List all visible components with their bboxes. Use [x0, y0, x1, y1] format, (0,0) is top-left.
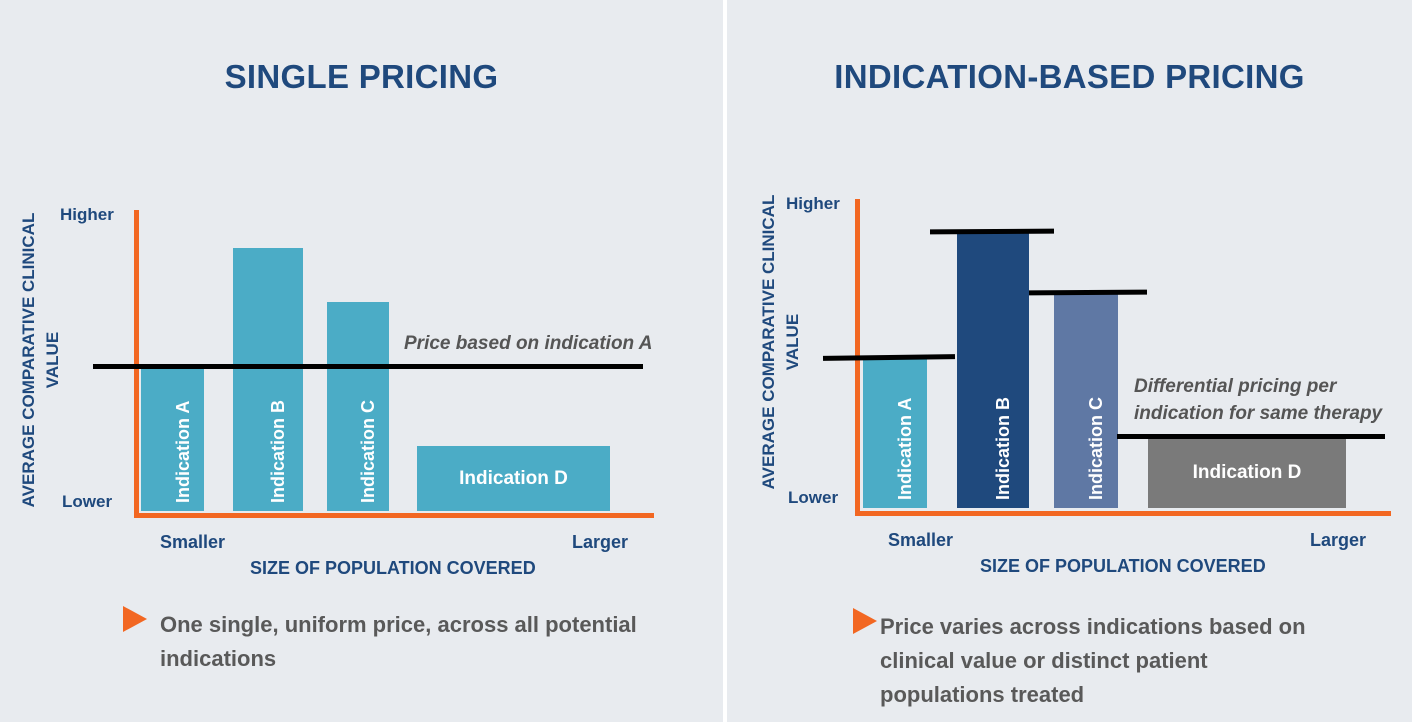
price-annotation: Price based on indication A: [404, 333, 653, 354]
price-line-a: [822, 354, 956, 361]
panel-title: SINGLE PRICING: [224, 58, 499, 95]
bar-indication-c: Indication C: [327, 302, 389, 511]
bullet-text: Price varies across indications based on…: [880, 614, 1306, 707]
bar-label: Indication B: [993, 397, 1013, 500]
y-high-label: Higher: [786, 194, 840, 213]
y-low-label: Lower: [62, 492, 113, 511]
indication-based-pricing-panel: INDICATION-BASED PRICING AVERAGE COMPARA…: [727, 0, 1412, 722]
x-small-label: Smaller: [888, 530, 954, 550]
single-pricing-panel: SINGLE PRICING AVERAGE COMPARATIVE CLINI…: [19, 58, 654, 671]
bar-indication-d: Indication D: [1148, 438, 1346, 508]
differential-annotation: Differential pricing per indication for …: [1134, 373, 1382, 427]
x-small-label: Smaller: [160, 532, 226, 552]
uniform-price-line: [93, 364, 643, 369]
x-axis: [134, 513, 654, 518]
bar-indication-c: Indication C: [1054, 294, 1118, 508]
bar-label: Indication C: [358, 400, 378, 503]
bar-label: Indication A: [895, 397, 915, 500]
annotation-line-1: Differential pricing per: [1134, 376, 1337, 397]
bar-label: Indication C: [1086, 397, 1106, 500]
annotation-line-2: indication for same therapy: [1134, 403, 1383, 424]
x-large-label: Larger: [1310, 530, 1367, 550]
bullet-arrow-icon: [853, 608, 877, 634]
bar-label: Indication A: [172, 400, 193, 503]
price-line-b: [929, 228, 1055, 235]
panel-title: INDICATION-BASED PRICING: [834, 58, 1305, 95]
price-line-d: [1117, 434, 1385, 439]
bar-label: Indication D: [459, 467, 568, 489]
bar-indication-a: Indication A: [141, 366, 204, 511]
x-axis-label: SIZE OF POPULATION COVERED: [250, 558, 536, 578]
bullet-arrow-icon: [123, 606, 147, 632]
bar-indication-d: Indication D: [417, 446, 610, 511]
bar-label: Indication D: [1192, 462, 1302, 483]
y-axis-label: AVERAGE COMPARATIVE CLINICAL VALUE: [19, 212, 62, 508]
bar-indication-a: Indication A: [863, 359, 927, 508]
bar-indication-b: Indication B: [233, 248, 303, 511]
x-axis: [855, 511, 1391, 516]
y-high-label: Higher: [60, 205, 114, 224]
price-line-c: [1028, 289, 1148, 296]
bar-indication-b: Indication B: [957, 233, 1029, 508]
bar-label: Indication B: [268, 400, 288, 503]
bullet-text: One single, uniform price, across all po…: [160, 612, 637, 671]
panel-divider: [723, 0, 727, 722]
y-low-label: Lower: [788, 488, 839, 507]
x-axis-label: SIZE OF POPULATION COVERED: [980, 556, 1266, 576]
y-axis-label: AVERAGE COMPARATIVE CLINICAL VALUE: [759, 194, 802, 490]
x-large-label: Larger: [572, 532, 629, 552]
